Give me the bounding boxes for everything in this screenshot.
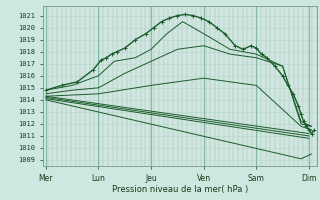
- X-axis label: Pression niveau de la mer( hPa ): Pression niveau de la mer( hPa ): [112, 185, 248, 194]
